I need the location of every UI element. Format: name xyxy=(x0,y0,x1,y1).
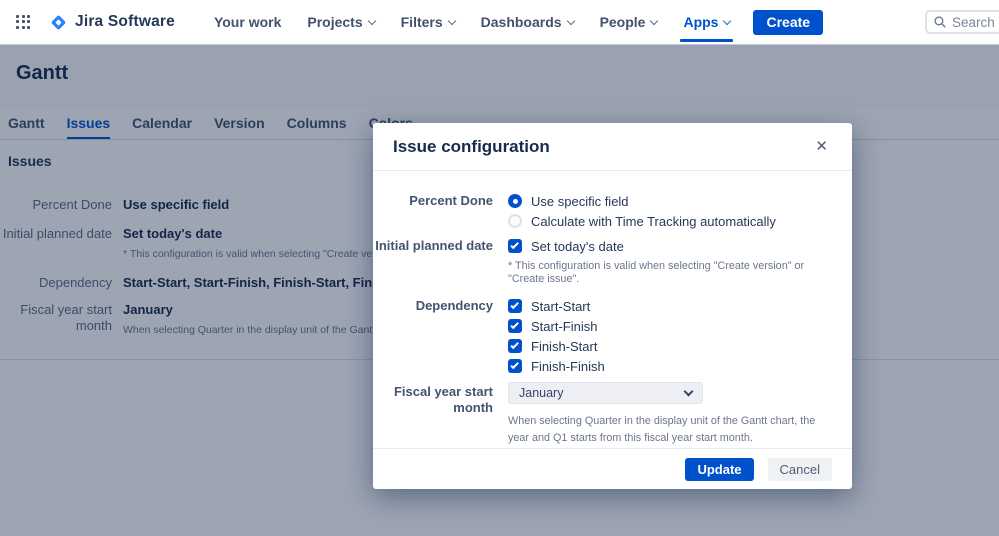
nav-item-dashboards[interactable]: Dashboards xyxy=(468,0,587,44)
checkbox-set-todays-date[interactable]: Set today's date xyxy=(508,236,832,256)
cancel-button[interactable]: Cancel xyxy=(767,457,832,481)
field-label: Fiscal year start month xyxy=(393,384,493,415)
search-box[interactable] xyxy=(925,10,999,34)
section-title: Issues xyxy=(8,153,52,169)
field-label: Percent Done xyxy=(409,193,493,208)
nav-item-projects[interactable]: Projects xyxy=(294,0,387,44)
checkbox-start-start[interactable]: Start-Start xyxy=(508,296,605,316)
bg-value: Set today's date xyxy=(123,226,223,241)
update-button[interactable]: Update xyxy=(685,457,754,481)
checkbox-checked[interactable] xyxy=(508,239,522,253)
nav-item-your-work[interactable]: Your work xyxy=(213,14,282,30)
checkbox-checked[interactable] xyxy=(508,299,522,313)
bg-value: Use specific field xyxy=(123,197,230,212)
bg-label: Fiscal year start month xyxy=(20,302,112,333)
bg-label: Initial planned date xyxy=(2,226,112,241)
bg-value: January xyxy=(123,302,173,317)
checkbox-checked[interactable] xyxy=(508,319,522,333)
bg-row-percent-done: Percent Done Use specific field xyxy=(0,197,999,213)
jira-diamond-icon xyxy=(51,15,66,29)
radio-option-use-specific-field[interactable]: Use specific field xyxy=(508,191,776,211)
create-button[interactable]: Create xyxy=(753,9,824,35)
jira-logo[interactable]: Jira Software xyxy=(49,13,175,32)
app-switcher-icon[interactable] xyxy=(16,14,31,30)
chevron-down-icon xyxy=(367,16,376,25)
field-note: * This configuration is valid when selec… xyxy=(508,260,805,285)
nav-item-people[interactable]: People xyxy=(587,0,671,44)
search-icon xyxy=(934,16,946,28)
radio-unselected[interactable] xyxy=(508,214,522,228)
field-dependency: Dependency Start-Start Start-Finish Fini… xyxy=(373,296,832,376)
checkbox-finish-start[interactable]: Finish-Start xyxy=(508,336,605,356)
nav-item-apps[interactable]: Apps xyxy=(670,0,743,44)
chevron-down-icon xyxy=(683,386,694,397)
chevron-down-icon xyxy=(566,16,575,25)
field-label: Dependency xyxy=(415,298,493,313)
field-label: Initial planned date xyxy=(375,238,493,253)
nav-item-filters[interactable]: Filters xyxy=(388,0,468,44)
tab-columns[interactable]: Columns xyxy=(286,115,347,131)
bg-label: Dependency xyxy=(39,275,112,290)
field-note: When selecting Quarter in the display un… xyxy=(508,415,816,444)
search-input[interactable] xyxy=(952,14,999,30)
checkbox-checked[interactable] xyxy=(508,359,522,373)
bg-row-dependency: Dependency Start-Start, Start-Finish, Fi… xyxy=(0,275,999,291)
modal-footer: Update Cancel xyxy=(373,448,852,489)
close-icon[interactable]: ✕ xyxy=(811,137,832,156)
field-fiscal-year-start-month: Fiscal year start month January When sel… xyxy=(373,382,832,446)
chevron-down-icon xyxy=(650,16,659,25)
fiscal-month-select[interactable]: January xyxy=(508,382,703,404)
top-nav: Jira Software Your work Projects Filters… xyxy=(0,0,999,45)
checkbox-start-finish[interactable]: Start-Finish xyxy=(508,316,605,336)
radio-selected[interactable] xyxy=(508,194,522,208)
issue-configuration-modal: Issue configuration ✕ Percent Done Use s… xyxy=(373,123,852,489)
checkbox-finish-finish[interactable]: Finish-Finish xyxy=(508,356,605,376)
tab-calendar[interactable]: Calendar xyxy=(132,115,193,131)
page-title: Gantt xyxy=(16,62,69,84)
modal-title: Issue configuration xyxy=(393,136,550,156)
chevron-down-icon xyxy=(447,16,456,25)
tab-issues[interactable]: Issues xyxy=(56,115,122,139)
modal-body: Percent Done Use specific field Calculat… xyxy=(373,171,852,446)
page-header-band: Gantt xyxy=(0,45,999,107)
modal-header: Issue configuration ✕ xyxy=(373,123,852,171)
bg-label: Percent Done xyxy=(32,197,113,212)
field-percent-done: Percent Done Use specific field Calculat… xyxy=(373,191,832,231)
radio-option-calculate-time-tracking[interactable]: Calculate with Time Tracking automatical… xyxy=(508,211,776,231)
chevron-down-icon xyxy=(723,16,732,25)
checkbox-checked[interactable] xyxy=(508,339,522,353)
field-initial-planned-date: Initial planned date Set today's date * … xyxy=(373,236,832,286)
nav-items: Your work Projects Filters Dashboards Pe… xyxy=(201,0,744,44)
brand-name: Jira Software xyxy=(75,13,175,30)
tab-version[interactable]: Version xyxy=(214,115,265,131)
tab-gantt[interactable]: Gantt xyxy=(8,115,45,131)
bg-value: Start-Start, Start-Finish, Finish-Start,… xyxy=(123,275,434,290)
